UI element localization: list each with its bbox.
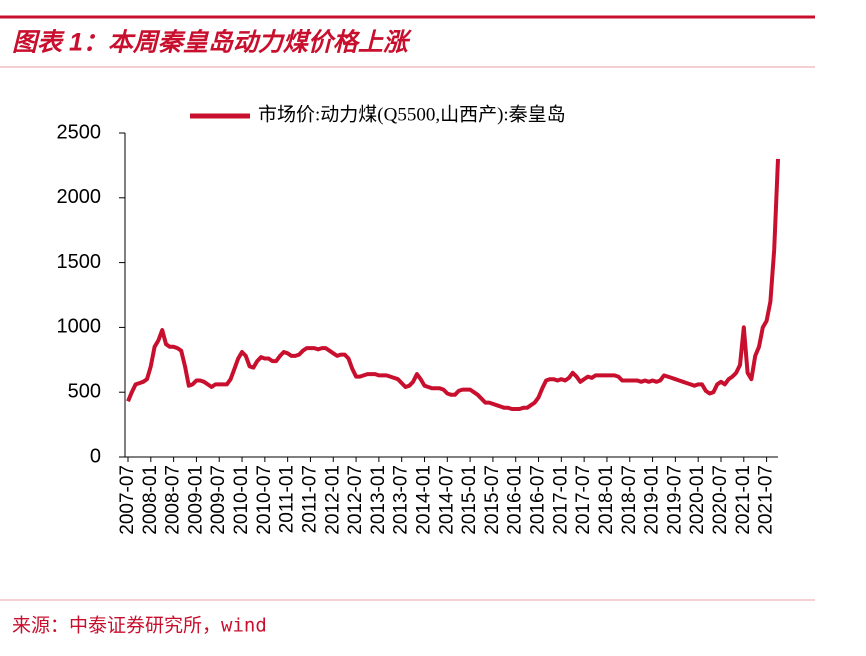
x-tick-label: 2012-01 <box>322 465 343 535</box>
x-tick-label: 2016-01 <box>505 465 526 535</box>
x-tick-label: 2017-01 <box>550 465 571 535</box>
x-tick-label: 2014-07 <box>436 465 457 535</box>
y-tick-label: 500 <box>68 380 101 402</box>
chart-title: 图表 1：本周秦皇岛动力煤价格上涨 <box>12 29 412 57</box>
x-tick-label: 2013-01 <box>368 465 389 535</box>
x-tick-label: 2011-07 <box>299 465 320 533</box>
x-tick-label: 2015-07 <box>482 465 503 535</box>
line-series <box>126 158 780 411</box>
legend-label: 市场价:动力煤(Q5500,山西产):秦皇岛 <box>258 103 566 125</box>
x-tick-label: 2012-07 <box>345 465 366 535</box>
x-tick-label: 2009-07 <box>208 465 229 535</box>
y-tick-label: 0 <box>90 445 101 467</box>
y-tick-label: 1000 <box>57 316 102 338</box>
x-tick-label: 2010-07 <box>254 465 275 535</box>
y-tick-label: 2500 <box>57 121 102 143</box>
x-tick-label: 2016-07 <box>528 465 549 535</box>
x-tick-label: 2020-07 <box>710 465 731 535</box>
x-tick-label: 2021-07 <box>756 465 777 535</box>
x-tick-label: 2015-01 <box>459 465 480 535</box>
x-tick-label: 2019-01 <box>642 465 663 535</box>
x-tick-label: 2008-07 <box>163 465 184 535</box>
x-tick-label: 2010-01 <box>231 465 252 535</box>
source: 来源：中泰证券研究所，wind <box>12 615 267 637</box>
x-tick-label: 2009-01 <box>185 465 206 535</box>
x-tick-label: 2014-01 <box>414 465 435 535</box>
x-tick-label: 2018-01 <box>596 465 617 535</box>
x-tick-label: 2019-07 <box>664 465 685 535</box>
y-tick-label: 2000 <box>57 186 102 208</box>
x-tick-label: 2020-01 <box>687 465 708 535</box>
x-tick-label: 2011-01 <box>277 465 298 533</box>
x-tick-label: 2007-07 <box>117 465 138 535</box>
x-tick-label: 2021-01 <box>733 465 754 535</box>
x-tick-label: 2008-01 <box>140 465 161 535</box>
x-tick-label: 2018-07 <box>619 465 640 535</box>
y-tick-label: 1500 <box>57 251 102 273</box>
x-tick-label: 2013-07 <box>391 465 412 535</box>
x-tick-label: 2017-07 <box>573 465 594 535</box>
